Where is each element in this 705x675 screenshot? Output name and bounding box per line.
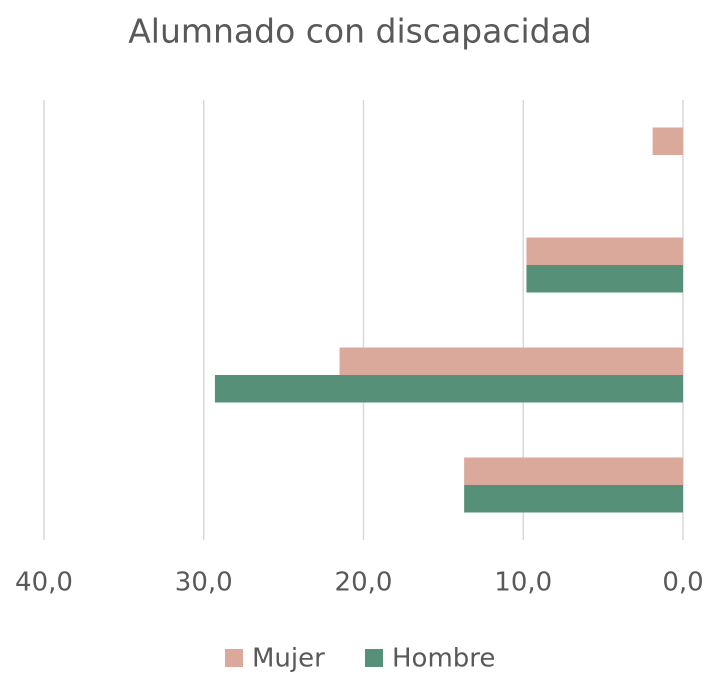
bar bbox=[652, 127, 683, 155]
bar bbox=[464, 457, 683, 485]
x-tick-label: 0,0 bbox=[662, 568, 703, 598]
x-tick-label: 40,0 bbox=[15, 568, 73, 598]
bar bbox=[526, 237, 683, 265]
x-tick-label: 30,0 bbox=[175, 568, 233, 598]
x-tick-label: 10,0 bbox=[494, 568, 552, 598]
legend-swatch bbox=[365, 649, 383, 667]
chart-title: Alumnado con discapacidad bbox=[128, 12, 592, 51]
bar bbox=[214, 375, 683, 403]
x-tick-label: 20,0 bbox=[335, 568, 393, 598]
legend-swatch bbox=[225, 649, 243, 667]
bar bbox=[526, 265, 683, 293]
legend-label: Mujer bbox=[252, 644, 325, 674]
legend-label: Hombre bbox=[392, 644, 495, 674]
bar bbox=[339, 347, 683, 375]
bar bbox=[464, 485, 683, 513]
